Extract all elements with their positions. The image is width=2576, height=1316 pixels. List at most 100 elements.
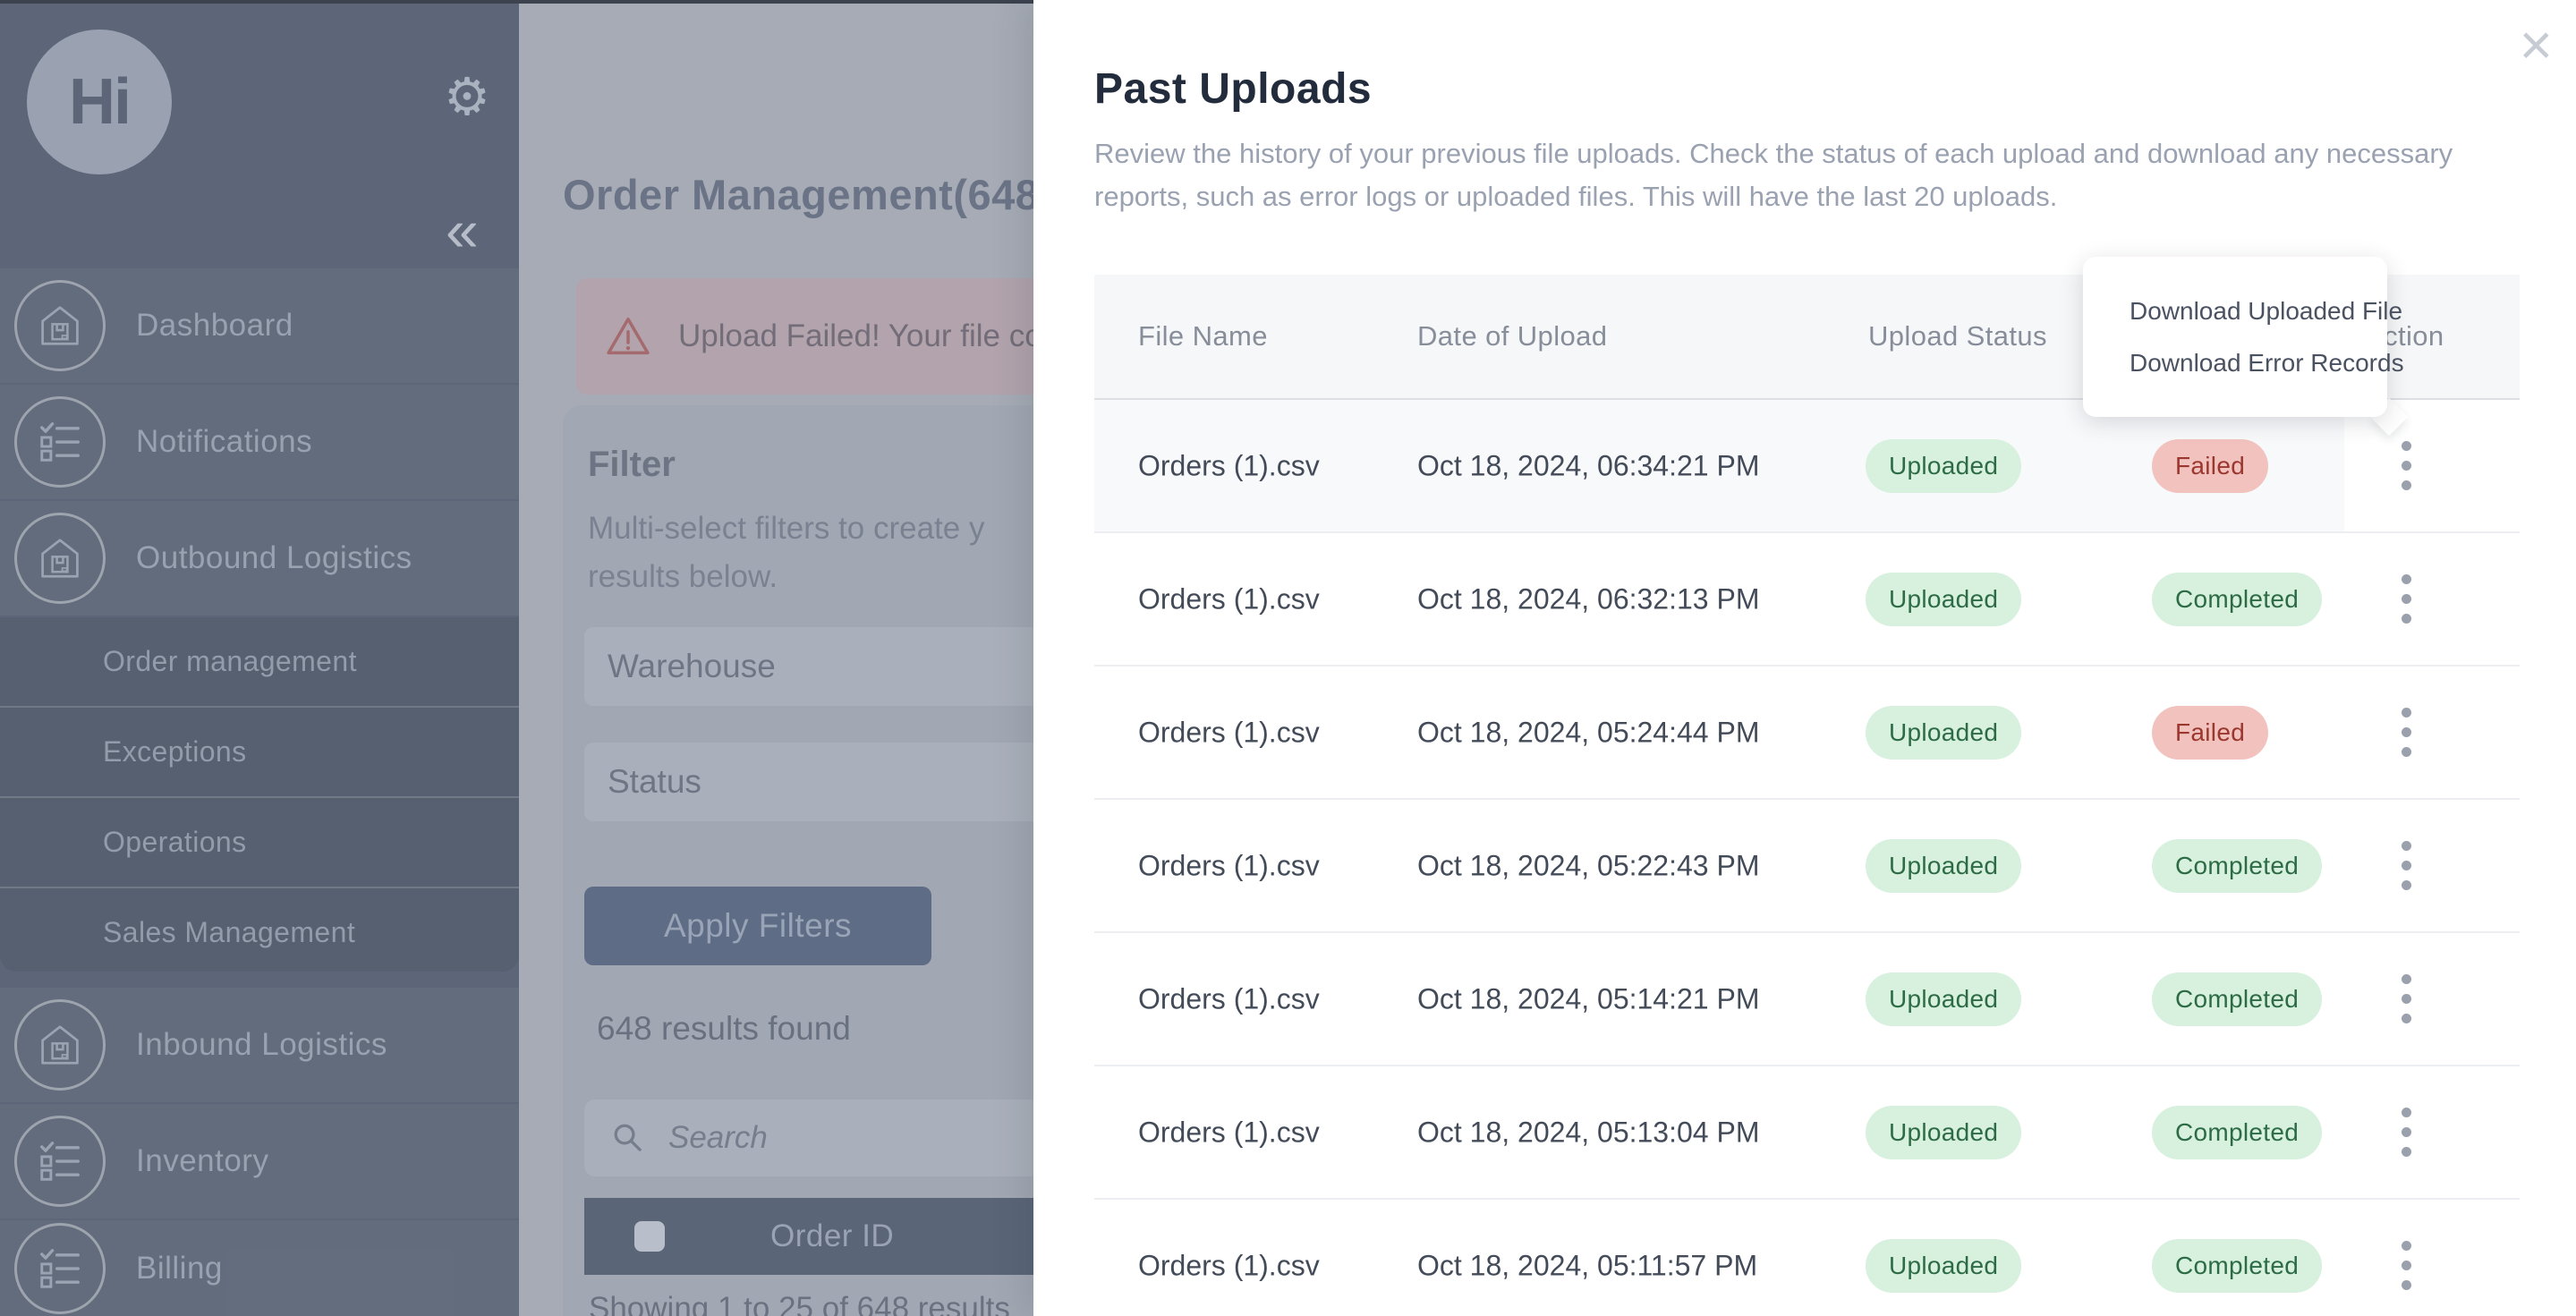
row-actions-kebab-icon[interactable] bbox=[2388, 435, 2424, 497]
status-select[interactable]: Status bbox=[584, 743, 1121, 821]
table-row: Orders (1).csv Oct 18, 2024, 05:13:04 PM… bbox=[1094, 1066, 2520, 1200]
sidebar-item-label: Notifications bbox=[136, 424, 313, 459]
sidebar-item-order-management[interactable]: Order management bbox=[0, 617, 519, 706]
sidebar-item-inventory[interactable]: Inventory bbox=[0, 1104, 519, 1218]
search-field bbox=[584, 1099, 1121, 1176]
upload-status-badge: Uploaded bbox=[1866, 838, 2022, 893]
row-actions-kebab-icon[interactable] bbox=[2388, 701, 2424, 764]
sidebar: Hi ⚙ « Dashboard Notifications Outbound … bbox=[0, 0, 519, 1316]
status-select-value: Status bbox=[608, 763, 701, 800]
cell-file-name: Orders (1).csv bbox=[1138, 449, 1320, 481]
row-action-menu: Download Uploaded File Download Error Re… bbox=[2083, 257, 2404, 417]
filter-description-line1: Multi-select filters to create y bbox=[588, 511, 985, 546]
processing-status-badge: Completed bbox=[2152, 1238, 2323, 1293]
header-file-name: File Name bbox=[1138, 320, 1268, 352]
processing-status-badge: Completed bbox=[2152, 838, 2323, 893]
upload-status-badge: Uploaded bbox=[1866, 705, 2022, 760]
upload-status-badge: Uploaded bbox=[1866, 572, 2022, 626]
checklist-icon bbox=[14, 396, 106, 488]
sidebar-item-outbound-logistics[interactable]: Outbound Logistics bbox=[0, 501, 519, 616]
cell-file-name: Orders (1).csv bbox=[1138, 982, 1320, 1015]
pagination-text: Showing 1 to 25 of 648 results bbox=[589, 1291, 1010, 1316]
cell-date: Oct 18, 2024, 05:22:43 PM bbox=[1417, 849, 1760, 881]
window-top-edge bbox=[0, 0, 1033, 4]
cell-date: Oct 18, 2024, 05:11:57 PM bbox=[1417, 1249, 1758, 1281]
cell-file-name: Orders (1).csv bbox=[1138, 849, 1320, 881]
filter-description-line2: results below. bbox=[588, 559, 778, 594]
search-icon bbox=[609, 1119, 647, 1157]
menu-item-download-uploaded-file[interactable]: Download Uploaded File bbox=[2130, 296, 2403, 325]
row-actions-kebab-icon[interactable] bbox=[2388, 568, 2424, 631]
sidebar-item-notifications[interactable]: Notifications bbox=[0, 385, 519, 499]
cell-file-name: Orders (1).csv bbox=[1138, 1249, 1320, 1281]
sidebar-item-label: Billing bbox=[136, 1250, 223, 1286]
cell-date: Oct 18, 2024, 06:34:21 PM bbox=[1417, 449, 1760, 481]
warning-triangle-icon bbox=[603, 311, 653, 361]
filter-heading: Filter bbox=[588, 445, 676, 484]
table-row: Orders (1).csv Oct 18, 2024, 05:11:57 PM… bbox=[1094, 1200, 2520, 1316]
upload-status-badge: Uploaded bbox=[1866, 972, 2022, 1026]
submenu-item-label: Sales Management bbox=[103, 916, 356, 948]
table-row: Orders (1).csv Oct 18, 2024, 06:32:13 PM… bbox=[1094, 533, 2520, 666]
cell-date: Oct 18, 2024, 05:13:04 PM bbox=[1417, 1116, 1760, 1148]
warehouse-icon bbox=[14, 513, 106, 604]
warehouse-select-value: Warehouse bbox=[608, 648, 776, 684]
sidebar-item-label: Dashboard bbox=[136, 308, 293, 343]
row-actions-kebab-icon[interactable] bbox=[2388, 968, 2424, 1031]
app-logo: Hi bbox=[27, 30, 172, 174]
apply-filters-button[interactable]: Apply Filters bbox=[584, 887, 931, 965]
alert-text: Upload Failed! Your file cou bbox=[678, 318, 1060, 353]
cell-date: Oct 18, 2024, 06:32:13 PM bbox=[1417, 582, 1760, 615]
sidebar-item-sales-management[interactable]: Sales Management bbox=[0, 887, 519, 977]
uploads-table: File Name Date of Upload Upload Status A… bbox=[1094, 275, 2520, 1316]
settings-gear-icon[interactable]: ⚙ bbox=[444, 68, 490, 126]
search-input[interactable] bbox=[667, 1119, 1064, 1157]
app-logo-text: Hi bbox=[69, 66, 132, 138]
orders-column-order-id: Order ID bbox=[770, 1218, 895, 1253]
cell-file-name: Orders (1).csv bbox=[1138, 1116, 1320, 1148]
checklist-icon bbox=[14, 1222, 106, 1314]
submenu-item-label: Order management bbox=[103, 645, 357, 677]
table-row: Orders (1).csv Oct 18, 2024, 05:22:43 PM… bbox=[1094, 800, 2520, 933]
close-icon[interactable]: × bbox=[2519, 13, 2553, 77]
cell-date: Oct 18, 2024, 05:14:21 PM bbox=[1417, 982, 1760, 1015]
checklist-icon bbox=[14, 1116, 106, 1207]
sidebar-item-operations[interactable]: Operations bbox=[0, 796, 519, 887]
upload-status-badge: Uploaded bbox=[1866, 1238, 2022, 1293]
upload-status-badge: Uploaded bbox=[1866, 438, 2022, 493]
cell-file-name: Orders (1).csv bbox=[1138, 716, 1320, 748]
submenu-item-label: Exceptions bbox=[103, 735, 247, 768]
sidebar-item-exceptions[interactable]: Exceptions bbox=[0, 706, 519, 796]
row-actions-kebab-icon[interactable] bbox=[2388, 1235, 2424, 1297]
results-count-text: 648 results found bbox=[597, 1010, 851, 1047]
row-actions-kebab-icon[interactable] bbox=[2388, 835, 2424, 897]
sidebar-collapse-icon[interactable]: « bbox=[446, 197, 479, 263]
sidebar-item-label: Inventory bbox=[136, 1143, 269, 1178]
sidebar-item-label: Inbound Logistics bbox=[136, 1027, 387, 1062]
header-upload-status: Upload Status bbox=[1868, 320, 2047, 352]
select-all-checkbox[interactable] bbox=[634, 1221, 665, 1252]
header-date-of-upload: Date of Upload bbox=[1417, 320, 1608, 352]
processing-status-badge: Completed bbox=[2152, 972, 2323, 1026]
sidebar-item-billing[interactable]: Billing bbox=[0, 1220, 519, 1316]
processing-status-badge: Failed bbox=[2152, 438, 2269, 493]
upload-status-badge: Uploaded bbox=[1866, 1105, 2022, 1159]
row-highlight bbox=[1094, 400, 2344, 531]
menu-item-download-error-records[interactable]: Download Error Records bbox=[2130, 348, 2404, 377]
processing-status-badge: Completed bbox=[2152, 572, 2323, 626]
row-actions-kebab-icon[interactable] bbox=[2388, 1101, 2424, 1164]
sidebar-item-dashboard[interactable]: Dashboard bbox=[0, 268, 519, 383]
table-row: Orders (1).csv Oct 18, 2024, 05:24:44 PM… bbox=[1094, 666, 2520, 800]
modal-title: Past Uploads bbox=[1094, 65, 1373, 113]
processing-status-badge: Completed bbox=[2152, 1105, 2323, 1159]
warehouse-select[interactable]: Warehouse bbox=[584, 627, 1121, 706]
page-title: Order Management(648) bbox=[563, 171, 1054, 218]
processing-status-badge: Failed bbox=[2152, 705, 2269, 760]
cell-date: Oct 18, 2024, 05:24:44 PM bbox=[1417, 716, 1760, 748]
sidebar-item-inbound-logistics[interactable]: Inbound Logistics bbox=[0, 988, 519, 1102]
submenu-item-label: Operations bbox=[103, 826, 247, 858]
outbound-submenu: Order management Exceptions Operations S… bbox=[0, 617, 519, 972]
modal-description: Review the history of your previous file… bbox=[1094, 138, 2453, 212]
table-row: Orders (1).csv Oct 18, 2024, 06:34:21 PM… bbox=[1094, 400, 2520, 533]
